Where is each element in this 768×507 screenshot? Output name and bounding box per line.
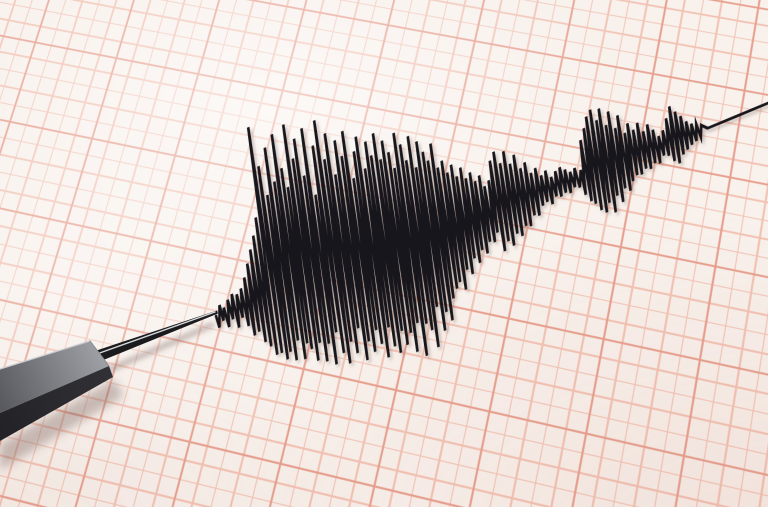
pen-end-edge: [89, 340, 110, 367]
pen-top-face: [0, 341, 109, 413]
pen-block-shadow: [0, 379, 124, 470]
seismic-trace-group: [214, 101, 768, 365]
pen-top-edge-highlight: [0, 340, 91, 370]
seismic-trace: [214, 101, 768, 365]
seismograph-needle: [92, 310, 218, 363]
seismograph-pen-body: [0, 340, 113, 441]
needle-shadow: [101, 322, 215, 375]
needle-highlight: [93, 311, 216, 356]
pen-front-face: [0, 366, 113, 441]
